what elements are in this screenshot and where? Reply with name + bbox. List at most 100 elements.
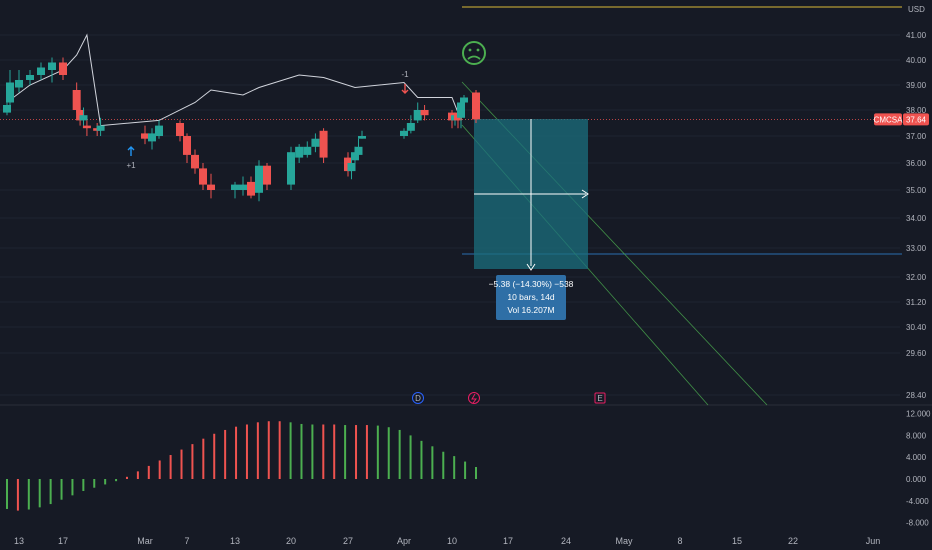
candle[interactable] xyxy=(59,57,67,81)
candle[interactable] xyxy=(319,128,328,163)
candle[interactable] xyxy=(287,146,295,190)
oscillator-bar xyxy=(6,479,8,509)
candle[interactable] xyxy=(183,133,191,163)
oscillator-bar xyxy=(289,422,292,479)
price-tick-label: 32.00 xyxy=(906,273,927,282)
oscillator-bar xyxy=(191,444,194,479)
candle-body xyxy=(406,123,415,131)
drawing-tools[interactable] xyxy=(0,6,902,406)
price-tick-label: 39.00 xyxy=(906,81,927,90)
candle-body xyxy=(358,136,366,139)
candle[interactable] xyxy=(176,120,184,142)
oscillator-bar xyxy=(71,479,74,496)
candle[interactable] xyxy=(472,90,480,123)
oscillator-bar xyxy=(398,429,401,479)
time-tick-label: 13 xyxy=(14,536,24,546)
buy-arrow-icon[interactable] xyxy=(127,146,135,156)
candle-body xyxy=(263,165,271,185)
candle[interactable] xyxy=(15,70,23,93)
oscillator-bar xyxy=(431,446,434,479)
candles[interactable] xyxy=(3,57,480,202)
candle[interactable] xyxy=(191,149,199,174)
candle[interactable] xyxy=(406,115,415,134)
split-badge[interactable] xyxy=(468,392,480,404)
candle[interactable] xyxy=(207,173,215,199)
oscillator-bar xyxy=(38,479,41,508)
candle-body xyxy=(400,130,408,136)
oscillator-tick-label: 12.000 xyxy=(906,410,931,419)
signal-markers[interactable]: +1-1D E xyxy=(126,70,606,404)
candle[interactable] xyxy=(347,157,356,180)
candle-body xyxy=(295,146,304,158)
sad-face-mouth xyxy=(467,55,481,60)
earnings-badge-letter: E xyxy=(597,394,602,403)
candle[interactable] xyxy=(96,117,105,136)
oscillator-bar xyxy=(104,479,107,485)
oscillator-bar xyxy=(475,467,477,479)
candle-body xyxy=(26,75,34,80)
candle[interactable] xyxy=(303,141,312,158)
candle[interactable] xyxy=(311,133,320,153)
time-tick-label: 10 xyxy=(447,536,457,546)
oscillator-pane[interactable] xyxy=(6,421,477,511)
candle-body xyxy=(191,154,199,169)
candle[interactable] xyxy=(3,100,11,116)
oscillator-bar xyxy=(125,476,128,479)
oscillator-tick-label: -8.000 xyxy=(906,519,929,528)
time-tick-label: 22 xyxy=(788,536,798,546)
candle[interactable] xyxy=(239,176,247,196)
candle-body xyxy=(287,152,295,185)
candle-body xyxy=(347,163,356,172)
candle-body xyxy=(96,125,105,131)
candle[interactable] xyxy=(457,100,465,129)
symbol-price-tag: CMCSA 37.64 xyxy=(874,113,929,126)
oscillator-bar xyxy=(376,425,379,479)
candle-body xyxy=(72,90,81,110)
candle[interactable] xyxy=(199,163,207,190)
candle[interactable] xyxy=(26,70,34,85)
candle[interactable] xyxy=(460,95,468,108)
candle[interactable] xyxy=(37,62,45,81)
dividend-badge[interactable] xyxy=(412,392,424,404)
oscillator-bar xyxy=(224,429,227,479)
currency-label: USD xyxy=(908,5,925,14)
candle[interactable] xyxy=(72,82,81,113)
measure-tooltip-box xyxy=(496,275,566,320)
candle[interactable] xyxy=(263,163,271,190)
price-tick-label: 41.00 xyxy=(906,31,927,40)
oscillator-bar xyxy=(158,460,161,479)
candle[interactable] xyxy=(155,120,163,139)
candle[interactable] xyxy=(82,120,91,136)
oscillator-bar xyxy=(49,479,52,505)
candle[interactable] xyxy=(354,138,363,158)
time-tick-label: Jun xyxy=(866,536,881,546)
candle[interactable] xyxy=(6,70,14,108)
oscillator-bar xyxy=(115,479,118,482)
candle[interactable] xyxy=(48,57,56,83)
candle[interactable] xyxy=(413,102,422,124)
candle-body xyxy=(460,97,468,103)
candle[interactable] xyxy=(358,130,366,139)
oscillator-tick-label: 8.000 xyxy=(906,431,927,440)
oscillator-bar xyxy=(333,424,336,479)
candle[interactable] xyxy=(141,125,149,145)
earnings-badge[interactable] xyxy=(594,392,606,404)
candle[interactable] xyxy=(247,176,255,199)
oscillator-bar xyxy=(27,479,30,510)
price-tick-label: 30.40 xyxy=(906,323,927,332)
candle[interactable] xyxy=(148,128,156,150)
candle[interactable] xyxy=(231,181,239,199)
candle-body xyxy=(183,136,191,155)
price-tick-label: 38.00 xyxy=(906,106,927,115)
candle-body xyxy=(15,80,23,88)
candle[interactable] xyxy=(295,144,304,163)
candle[interactable] xyxy=(420,105,429,121)
candle[interactable] xyxy=(255,160,263,202)
sell-arrow-icon[interactable] xyxy=(401,84,409,94)
measure-change-text: −5.38 (−14.30%) −538 xyxy=(489,279,574,289)
candle[interactable] xyxy=(400,128,408,139)
candle[interactable] xyxy=(79,107,88,126)
candle-body xyxy=(239,184,247,190)
